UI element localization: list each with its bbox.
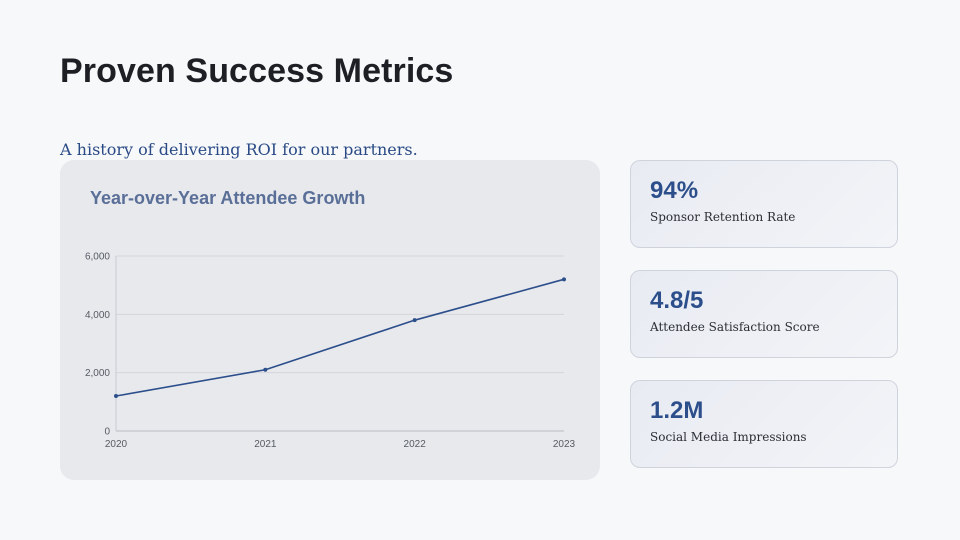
data-point <box>412 318 417 323</box>
y-tick-label: 6,000 <box>85 252 110 263</box>
x-tick-label: 2023 <box>553 439 576 450</box>
chart-card: Year-over-Year Attendee Growth 0 2,000 4,0… <box>60 160 600 480</box>
page-subtitle: A history of delivering ROI for our part… <box>60 140 418 159</box>
y-tick-label: 0 <box>104 427 110 438</box>
data-point <box>562 277 566 282</box>
stat-card-sponsor-retention: 94% Sponsor Retention Rate <box>630 160 898 248</box>
stat-label: Attendee Satisfaction Score <box>650 320 820 334</box>
stat-card-social-impressions: 1.2M Social Media Impressions <box>630 380 898 468</box>
x-tick-label: 2021 <box>254 439 277 450</box>
x-tick-label: 2022 <box>404 439 427 450</box>
data-point <box>114 394 118 398</box>
stat-value: 94% <box>650 177 699 204</box>
stat-label: Social Media Impressions <box>650 430 807 444</box>
y-tick-label: 4,000 <box>85 310 110 321</box>
chart-title: Year-over-Year Attendee Growth <box>90 188 366 208</box>
stat-value: 1.2M <box>650 397 704 424</box>
stat-label: Sponsor Retention Rate <box>650 210 796 224</box>
x-tick-label: 2020 <box>105 439 128 450</box>
y-tick-label: 2,000 <box>85 368 110 379</box>
stat-card-attendee-satisfaction: 4.8/5 Attendee Satisfaction Score <box>630 270 898 358</box>
page-title: Proven Success Metrics <box>60 52 454 90</box>
data-point <box>263 367 268 372</box>
stat-value: 4.8/5 <box>650 287 704 314</box>
series-line <box>115 278 565 397</box>
attendee-growth-chart: 0 2,000 4,000 6,000 2020 2021 2022 2023 <box>85 252 576 451</box>
